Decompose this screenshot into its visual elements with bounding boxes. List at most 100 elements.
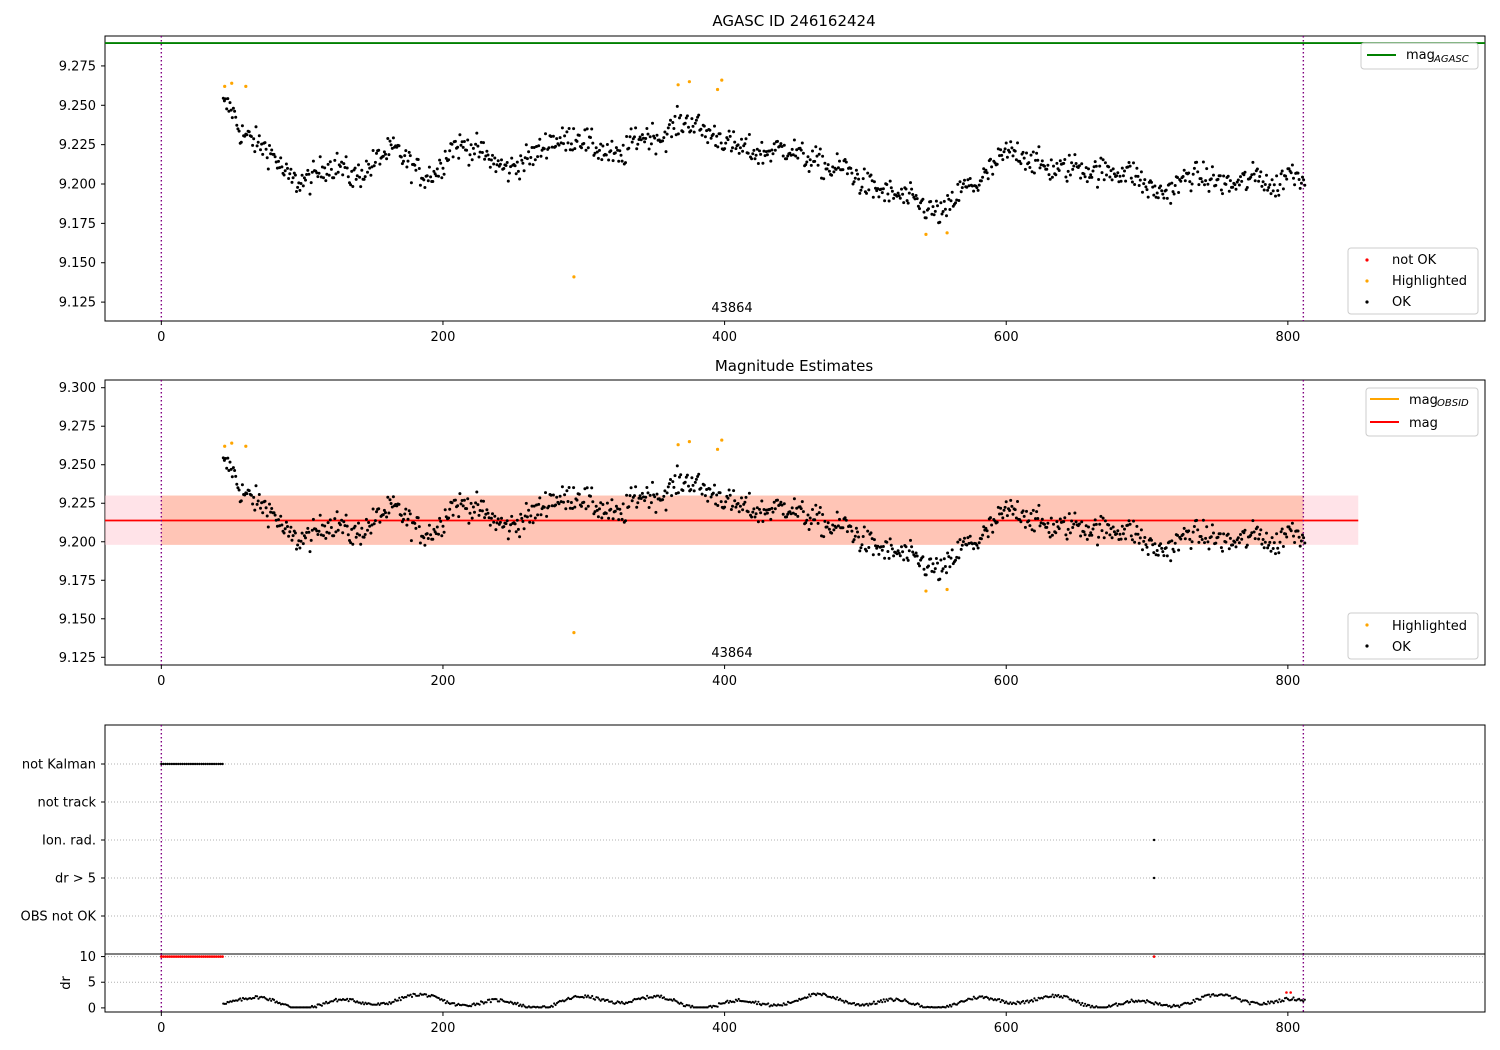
ok-point [1067,512,1071,516]
ok-point [1299,181,1303,185]
ok-point [402,517,405,521]
dr-point [1050,995,1053,998]
dr-point [270,999,273,1002]
ok-point [505,519,509,523]
ok-point [1216,535,1220,539]
ok-point [274,160,278,164]
dr-point [709,1004,712,1008]
ok-point [1233,183,1237,187]
ok-point [963,178,966,182]
ok-point [293,173,297,177]
ok-point [605,143,609,146]
ok-point [630,499,634,503]
dr-point [1017,1001,1021,1004]
dr-point [1074,999,1077,1003]
dr-point [1022,999,1025,1003]
ok-point [1226,174,1230,178]
ok-point [416,158,420,161]
ok-point [235,482,239,486]
ok-point [761,520,765,523]
dr-point [1030,998,1033,1002]
ok-point [448,507,452,511]
ok-point [1097,178,1101,181]
ok-point [559,500,563,504]
ok-point [601,144,605,148]
ok-point [437,174,440,178]
ok-point [1297,535,1301,539]
ok-point [733,499,737,503]
ok-point [818,506,822,509]
ok-point [335,510,339,514]
ok-point [384,511,387,515]
ok-point [805,518,809,522]
ok-point [542,505,546,509]
ok-point [441,524,445,528]
ok-point [255,144,259,148]
ok-point [986,535,990,539]
dr-point [872,1000,876,1003]
ok-point [345,166,349,170]
ok-point [817,152,821,156]
ok-point [301,542,305,546]
ok-point [747,133,751,136]
ok-point [1274,552,1277,556]
ok-point [467,521,471,525]
ok-point [689,129,693,133]
ok-point [1045,167,1049,171]
ok-point [596,156,600,160]
ok-point [832,528,836,532]
ok-point [927,207,930,211]
ok-point [808,516,812,520]
ok-point [533,158,537,162]
ok-point [491,153,494,157]
ok-point [403,512,407,516]
ok-point [911,193,915,196]
dr-clipped-point [179,955,182,958]
dr-clipped-point [160,955,163,958]
ok-point [1118,174,1122,178]
ok-point [1115,532,1119,536]
ok-point [1028,524,1032,528]
ok-point [610,498,614,502]
estimates-y-tick-label: 9.125 [59,651,96,666]
ok-point [403,154,407,158]
ok-point [669,118,672,122]
legend-sub-obsid: OBSID [1437,398,1469,409]
ok-point [525,515,529,519]
dr-point [472,1002,475,1005]
ok-point [1169,201,1173,205]
dr-point [736,999,739,1003]
ok-point [1262,546,1266,550]
ok-point [1222,532,1226,536]
ok-point [644,137,648,140]
ok-point [854,168,858,172]
ok-point [750,515,754,519]
dr-x-tick-label: 800 [1275,1021,1300,1036]
ok-point [529,514,533,518]
ok-point [299,539,303,543]
ok-point [1014,516,1018,520]
ok-point [1272,541,1276,545]
ok-point [1188,180,1192,184]
ok-point [1000,153,1004,157]
ok-point [758,149,761,153]
ok-point [755,506,759,510]
dr-point [409,993,412,996]
ok-point [754,512,758,516]
dr-clipped-point [183,955,186,958]
dr-point [239,997,242,1000]
ok-point [673,114,677,118]
ok-point [256,140,260,144]
dr-clipped-point [200,955,203,958]
ok-point [251,502,255,506]
ok-point [711,132,715,136]
ok-point [423,543,427,547]
highlighted-point [715,447,720,451]
ok-point [1036,517,1040,520]
ok-point [743,500,747,504]
ok-point [249,493,253,497]
ok-point [370,165,374,169]
ok-point [344,155,348,159]
ok-point [357,521,360,525]
ok-point [661,139,665,143]
